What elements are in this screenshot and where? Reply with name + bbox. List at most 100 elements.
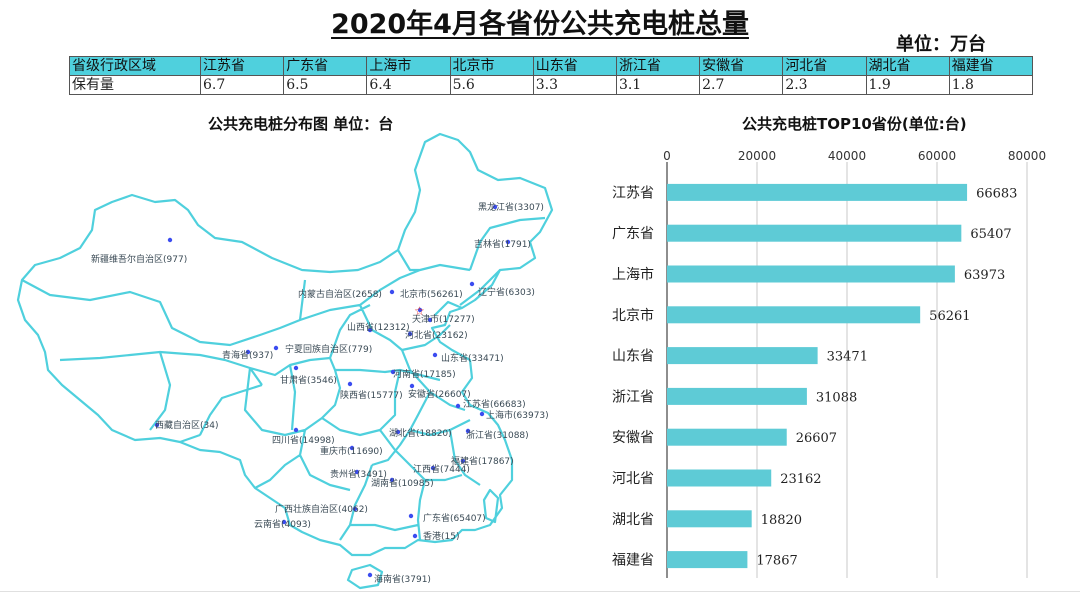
- bar-x-tick-label: 20000: [738, 149, 776, 163]
- map-province-label: 河北省(23162): [405, 329, 468, 341]
- map-point: [427, 317, 433, 323]
- map-point: [293, 365, 299, 371]
- map-point: [367, 572, 373, 578]
- summary-province-cell: 浙江省: [615, 56, 701, 76]
- map-province-label: 安徽省(26607): [408, 388, 471, 400]
- summary-province-cell: 江苏省: [199, 56, 285, 76]
- summary-province-cell: 北京市: [449, 56, 534, 76]
- summary-province-cell: 河北省: [782, 56, 867, 76]
- bar-chart-title: 公共充电桩TOP10省份(单位:台): [742, 115, 967, 133]
- bar: [667, 551, 748, 569]
- summary-header-row: 省级行政区域 江苏省 广东省 上海市 北京市 山东省 浙江省 安徽省 河北省 湖北省 福建省: [69, 56, 1034, 76]
- bottom-rule: [0, 591, 1080, 592]
- map-province-label: 山西省(12312): [347, 321, 410, 333]
- summary-province-cell: 广东省: [283, 56, 368, 76]
- summary-value-cell: 6.4: [366, 75, 451, 95]
- summary-value-cell: 1.9: [865, 75, 950, 95]
- map-point: [245, 349, 251, 355]
- map-point: [281, 519, 287, 525]
- map-title: 公共充电桩分布图 单位：台: [208, 115, 394, 133]
- bar-category-label: 上海市: [612, 266, 654, 283]
- map-point: [409, 383, 415, 389]
- map-province-label: 甘肃省(3546): [280, 374, 337, 386]
- bar-value-label: 17867: [756, 554, 797, 569]
- summary-province-cell: 上海市: [366, 56, 451, 76]
- map-point: [460, 458, 466, 464]
- bar-value-labels: 66683 65407 63973 56261 33471 31088 26607 23162…: [756, 186, 1017, 568]
- map-province-label: 陕西省(15777): [340, 389, 403, 401]
- bar-x-ticks: 0 20000 40000 60000 80000: [663, 149, 1046, 163]
- map-point: [407, 331, 413, 337]
- map-province-label: 湖北省(18820): [389, 427, 452, 439]
- map-point: [455, 403, 461, 409]
- map-province-label: 内蒙古自治区(2658): [298, 288, 382, 300]
- map-province-label: 海南省(3791): [374, 573, 431, 585]
- map-province-label: 福建省(17867): [451, 455, 514, 467]
- summary-value-cell: 3.1: [615, 75, 701, 95]
- summary-province-cell: 安徽省: [699, 56, 784, 76]
- bar-value-label: 65407: [970, 227, 1011, 242]
- bar-category-label: 江苏省: [612, 185, 654, 201]
- map-point: [273, 345, 279, 351]
- bar-category-label: 山东省: [612, 349, 654, 365]
- bar-category-label: 北京市: [612, 307, 654, 324]
- summary-value-cell: 3.3: [532, 75, 617, 95]
- map-province-label: 香港(15): [423, 530, 459, 542]
- bar: [667, 306, 921, 324]
- hainan-border: [346, 563, 384, 590]
- map-point: [412, 533, 418, 539]
- map-province-label: 贵州省(3491): [330, 468, 387, 480]
- map-province-label: 山东省(33471): [441, 352, 504, 364]
- map-point: [430, 465, 436, 471]
- summary-value-cell: 5.6: [449, 75, 534, 95]
- map-province-label: 西藏自治区(34): [155, 419, 218, 431]
- map-point: [465, 428, 471, 434]
- summary-province-cell: 福建省: [948, 56, 1034, 76]
- map-province-label: 云南省(4093): [254, 518, 311, 530]
- bar-category-label: 湖北省: [612, 512, 654, 528]
- taiwan-border: [482, 488, 500, 524]
- map-province-label: 上海市(63973): [486, 409, 549, 421]
- page-title-text: 2020年4月各省份公共充电桩总量: [331, 9, 749, 40]
- map-province-label: 青海省(937): [222, 349, 273, 361]
- bar: [667, 183, 968, 201]
- map-point: [154, 422, 160, 428]
- map-province-label: 吉林省(1791): [474, 238, 531, 250]
- map-province-label: 宁夏回族自治区(779): [285, 343, 372, 355]
- map-province-label: 黑龙江省(3307): [478, 201, 544, 213]
- bar: [667, 510, 752, 528]
- summary-value-cell: 1.8: [948, 75, 1034, 95]
- map-labels: 黑龙江省(3307) 吉林省(1791) 辽宁省(6303) 内蒙古自治区(2658)…: [91, 201, 549, 585]
- bar-x-tick-label: 80000: [1008, 149, 1046, 163]
- bar: [667, 428, 787, 446]
- summary-province-cell: 山东省: [532, 56, 617, 76]
- bar-category-label: 安徽省: [612, 430, 654, 446]
- summary-header-label: 省级行政区域: [69, 56, 201, 76]
- map-province-label: 河南省(17185): [393, 368, 456, 380]
- map-province-label: 天津市(17277): [412, 313, 475, 325]
- map-point: [469, 281, 475, 287]
- bar: [667, 347, 818, 365]
- bar-value-label: 31088: [816, 390, 857, 405]
- map-point: [367, 327, 373, 333]
- map-point: [354, 469, 360, 475]
- summary-value-row: 保有量 6.7 6.5 6.4 5.6 3.3 3.1 2.7 2.3 1.9 1.8: [69, 75, 1034, 95]
- page-title: 2020年4月各省份公共充电桩总量: [0, 2, 1080, 41]
- map-province-label: 江苏省(66683): [463, 398, 526, 410]
- map-point: [390, 369, 396, 375]
- map-point: [417, 307, 423, 313]
- map-point: [293, 427, 299, 433]
- map-province-label: 辽宁省(6303): [478, 286, 535, 298]
- bar: [667, 265, 955, 283]
- summary-province-cell: 湖北省: [865, 56, 950, 76]
- map-province-label: 新疆维吾尔自治区(977): [91, 253, 187, 265]
- map-point: [352, 506, 358, 512]
- bar-x-tick-label: 60000: [918, 149, 956, 163]
- bar: [667, 387, 807, 405]
- summary-value-cell: 2.7: [699, 75, 784, 95]
- map-province-label: 重庆市(11690): [320, 445, 383, 457]
- map-province-label: 湖南省(10985): [371, 477, 434, 489]
- bar-category-label: 福建省: [612, 553, 654, 569]
- unit-label: 单位：万台: [896, 34, 986, 55]
